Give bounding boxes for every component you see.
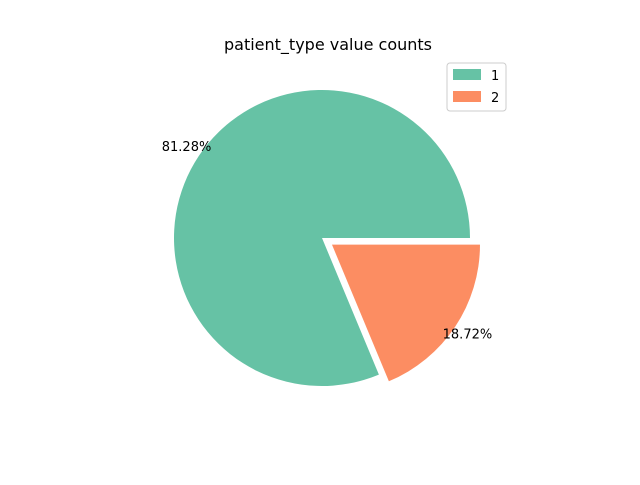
legend-swatch bbox=[453, 69, 481, 80]
chart-title: patient_type value counts bbox=[224, 35, 432, 55]
legend: 1 2 bbox=[446, 62, 507, 112]
pie-slice-2 bbox=[331, 244, 480, 382]
percent-label: 18.72% bbox=[443, 327, 493, 342]
percent-label: 81.28% bbox=[162, 140, 212, 155]
percent-labels: 81.28% 18.72% bbox=[162, 140, 492, 342]
legend-label: 1 bbox=[491, 69, 499, 84]
pie-slices bbox=[174, 89, 480, 387]
pie-slice-1 bbox=[174, 89, 470, 387]
legend-swatch bbox=[453, 91, 481, 102]
legend-label: 2 bbox=[491, 91, 499, 106]
